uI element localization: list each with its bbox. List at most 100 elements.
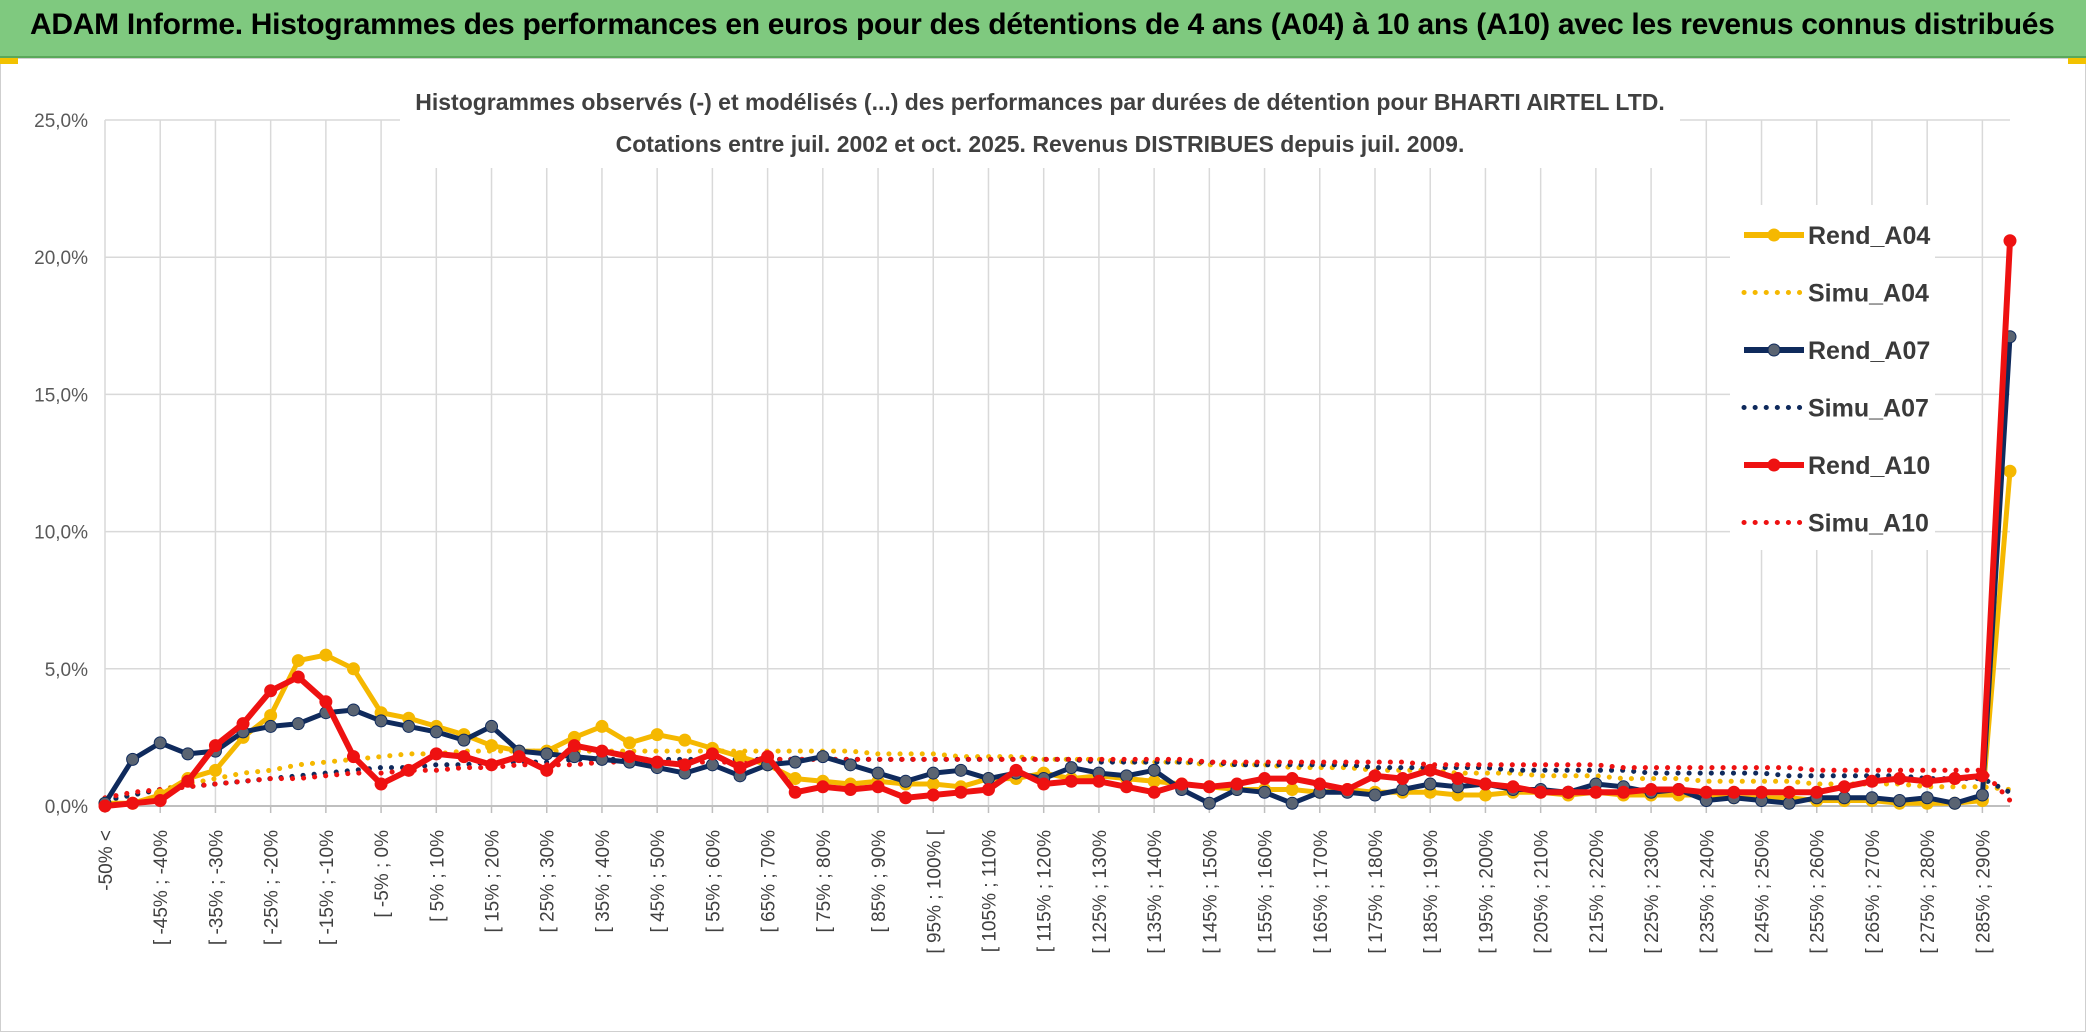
data-point — [1258, 785, 1272, 799]
data-point — [678, 758, 692, 772]
data-point — [1478, 777, 1492, 791]
data-point — [1865, 774, 1879, 788]
data-point — [843, 783, 857, 797]
data-point — [208, 763, 222, 777]
data-point — [98, 799, 112, 813]
data-point — [181, 747, 195, 761]
data-point — [457, 733, 471, 747]
x-tick-label: [ 135% ; 140% — [1145, 830, 1166, 954]
chart-title: Histogrammes observés (-) et modélisés (… — [415, 89, 1665, 115]
data-point — [650, 728, 664, 742]
data-point — [1837, 780, 1851, 794]
data-point — [485, 758, 499, 772]
x-tick-label: [ -15% ; -10% — [317, 830, 338, 945]
data-point — [1782, 785, 1796, 799]
legend-label: Rend_A07 — [1808, 337, 1930, 365]
x-tick-label: [ 85% ; 90% — [869, 830, 890, 933]
data-point — [1396, 772, 1410, 786]
data-point — [1202, 796, 1216, 810]
data-point — [733, 750, 747, 764]
x-tick-label: [ 55% ; 60% — [703, 830, 724, 933]
y-tick-label: 25,0% — [34, 111, 88, 132]
data-point — [1285, 783, 1299, 797]
data-point — [981, 783, 995, 797]
data-point — [291, 670, 305, 684]
data-point — [1423, 777, 1437, 791]
markers-Rend_A10 — [98, 234, 2017, 813]
report-banner: ADAM Informe. Histogrammes des performan… — [0, 0, 2086, 58]
data-point — [512, 750, 526, 764]
x-tick-label: [ 25% ; 30% — [538, 830, 559, 933]
data-point — [1202, 780, 1216, 794]
data-point — [650, 755, 664, 769]
legend-marker — [1767, 228, 1781, 242]
data-point — [733, 761, 747, 775]
data-point — [595, 744, 609, 758]
data-point — [346, 662, 360, 676]
data-point — [1064, 761, 1078, 775]
data-point — [1285, 772, 1299, 786]
data-point — [485, 719, 499, 733]
chart-subtitle: Cotations entre juil. 2002 et oct. 2025.… — [616, 131, 1465, 157]
data-point — [1064, 774, 1078, 788]
x-tick-label: [ 205% ; 210% — [1532, 830, 1553, 954]
data-point — [1147, 774, 1161, 788]
y-tick-label: 0,0% — [45, 797, 88, 818]
data-point — [954, 763, 968, 777]
legend-label: Simu_A04 — [1808, 280, 1929, 308]
series-Rend_A10 — [104, 240, 2013, 809]
data-point — [402, 719, 416, 733]
data-point — [374, 714, 388, 728]
data-point — [1037, 777, 1051, 791]
corner-mark-top-right — [2068, 58, 2086, 64]
data-point — [291, 654, 305, 668]
data-point — [816, 750, 830, 764]
data-point — [153, 736, 167, 750]
x-tick-label: [ 45% ; 50% — [648, 830, 669, 933]
x-tick-label: [ 255% ; 260% — [1808, 830, 1829, 954]
data-point — [540, 747, 554, 761]
legend-label: Rend_A10 — [1808, 452, 1930, 480]
data-point — [1230, 777, 1244, 791]
x-tick-label: [ 235% ; 240% — [1697, 830, 1718, 954]
x-tick-label: [ 115% ; 120% — [1035, 830, 1056, 952]
x-tick-label: [ 175% ; 180% — [1366, 830, 1387, 954]
data-point — [816, 780, 830, 794]
data-point — [319, 648, 333, 662]
data-point — [264, 719, 278, 733]
data-point — [540, 763, 554, 777]
x-tick-label: -50% < — [96, 830, 117, 891]
data-point — [1009, 763, 1023, 777]
data-point — [623, 750, 637, 764]
data-point — [1810, 785, 1824, 799]
data-point — [346, 750, 360, 764]
data-point — [926, 766, 940, 780]
data-point — [926, 788, 940, 802]
data-point — [1920, 791, 1934, 805]
x-tick-label: [ 65% ; 70% — [759, 830, 780, 933]
data-point — [843, 758, 857, 772]
data-point — [567, 739, 581, 753]
data-point — [595, 719, 609, 733]
x-tick-label: [ 155% ; 160% — [1256, 830, 1277, 954]
data-point — [788, 785, 802, 799]
data-point — [1920, 774, 1934, 788]
x-tick-label: [ 105% ; 110% — [979, 830, 1000, 952]
data-point — [1727, 785, 1741, 799]
x-tick-label: [ 225% ; 230% — [1642, 830, 1663, 954]
x-tick-label: [ 75% ; 80% — [814, 830, 835, 933]
corner-mark-top-left — [0, 58, 18, 64]
x-tick-label: [ 15% ; 20% — [483, 830, 504, 933]
data-point — [1120, 780, 1134, 794]
x-tick-label: [ 195% ; 200% — [1476, 830, 1497, 954]
x-tick-label: [ 185% ; 190% — [1421, 830, 1442, 954]
data-point — [705, 758, 719, 772]
data-point — [126, 752, 140, 766]
data-point — [1368, 769, 1382, 783]
data-point — [429, 725, 443, 739]
data-point — [1561, 785, 1575, 799]
x-tick-label: [ 265% ; 270% — [1863, 830, 1884, 954]
y-tick-label: 15,0% — [34, 385, 88, 406]
data-point — [1893, 772, 1907, 786]
